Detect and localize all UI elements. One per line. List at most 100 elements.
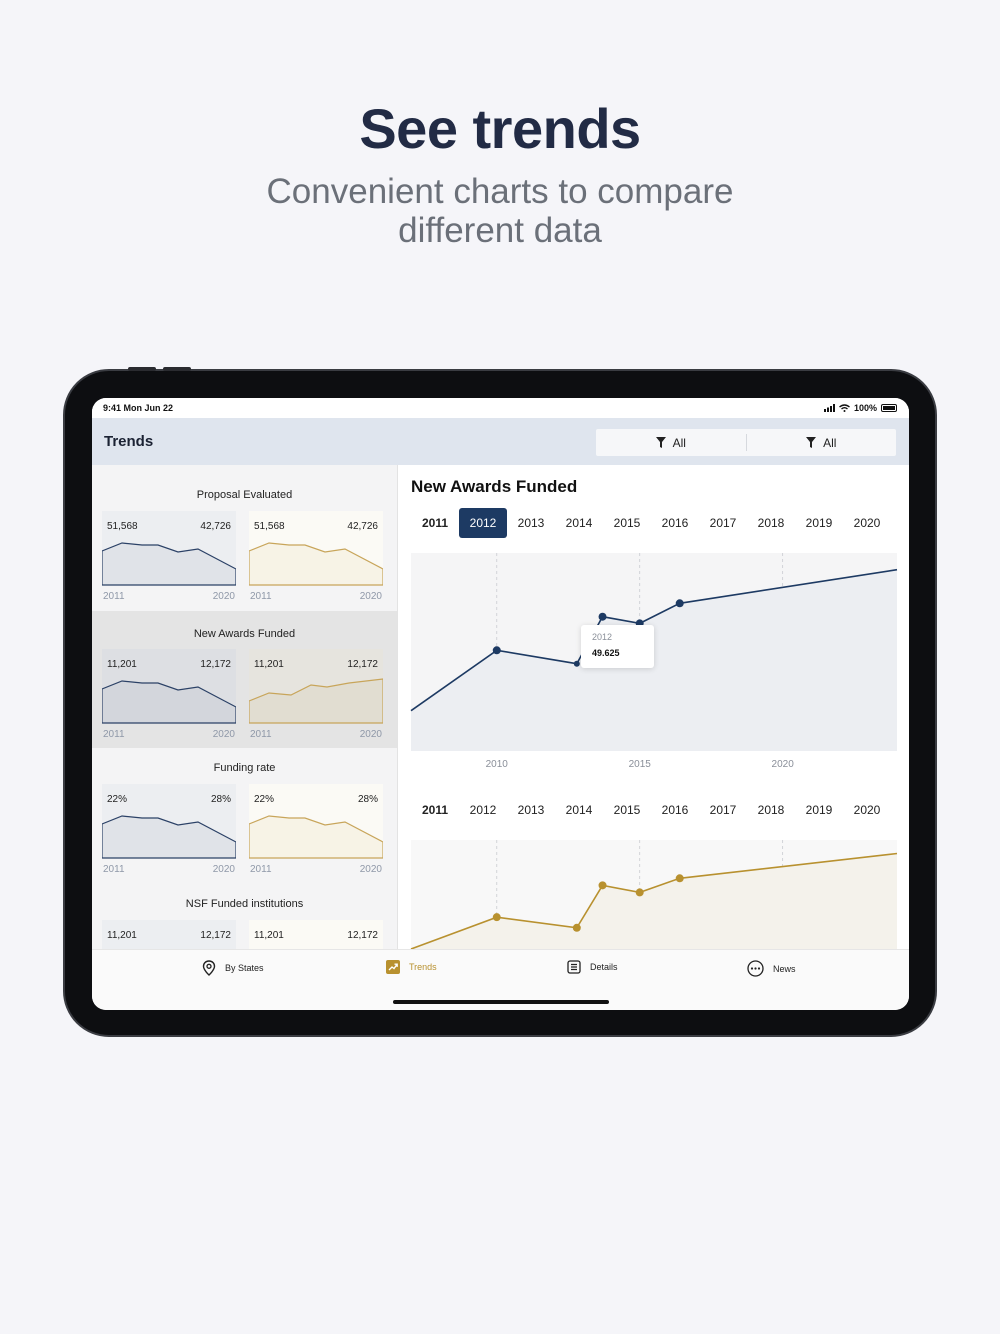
filter-button-2[interactable]: All — [747, 429, 897, 456]
year-tab-2020[interactable]: 2020 — [853, 516, 881, 530]
page-title: Trends — [104, 433, 154, 450]
year-tab-2014[interactable]: 2014 — [565, 516, 593, 530]
metric-title: Funding rate — [213, 762, 276, 774]
chart-series-line — [410, 852, 898, 950]
filter-icon — [806, 437, 817, 448]
tab-news[interactable]: News — [747, 960, 796, 977]
year-tab-2019[interactable]: 2019 — [805, 516, 833, 530]
tab-label: Details — [590, 962, 618, 972]
metric-section-funding-rate[interactable]: Funding rate 22% 28% 2011 2020 22% 28% 2… — [92, 748, 397, 885]
mini-chart-gold: 11,201 12,172 — [249, 920, 383, 949]
chart-tooltip: 2012 49.625 — [581, 625, 654, 668]
year-tab-2016[interactable]: 2016 — [661, 516, 689, 530]
mini-year-end: 2020 — [212, 591, 235, 602]
year-tab-2019[interactable]: 2019 — [805, 803, 833, 817]
year-tab-2015[interactable]: 2015 — [613, 516, 641, 530]
mini-chart-navy: 51,568 42,726 2011 2020 — [102, 511, 236, 602]
mini-end-value: 28% — [357, 794, 378, 805]
tab-trends[interactable]: Trends — [386, 960, 437, 974]
year-tab-2012[interactable]: 2012 — [459, 508, 507, 538]
filter-label: All — [672, 435, 686, 450]
chart-plot-area — [411, 553, 897, 751]
metric-section-new-awards-funded[interactable]: New Awards Funded 11,201 12,172 2011 202… — [92, 611, 397, 748]
nav-bar: Trends All All — [92, 418, 909, 465]
mini-year-end: 2020 — [359, 864, 382, 875]
mini-chart-gold: 11,201 12,172 2011 2020 — [249, 649, 383, 740]
year-tab-2011[interactable]: 2011 — [421, 516, 449, 530]
chart-point — [635, 888, 644, 897]
year-tab-2018[interactable]: 2018 — [757, 516, 785, 530]
mini-year-start: 2011 — [250, 729, 272, 740]
year-tab-2017[interactable]: 2017 — [709, 516, 737, 530]
chart-plot-area — [411, 840, 897, 949]
mini-year-start: 2011 — [103, 591, 125, 602]
x-tick-label: 2015 — [629, 759, 652, 770]
metric-section-proposal-evaluated[interactable]: Proposal Evaluated 51,568 42,726 2011 20… — [92, 465, 397, 602]
year-tab-2013[interactable]: 2013 — [517, 803, 545, 817]
tab-label: By States — [225, 963, 264, 973]
mini-end-value: 28% — [210, 794, 231, 805]
tooltip-value: 49.625 — [592, 648, 620, 658]
year-tab-2017[interactable]: 2017 — [709, 803, 737, 817]
year-tab-2011[interactable]: 2011 — [421, 803, 449, 817]
x-tick-label: 2020 — [772, 759, 795, 770]
chart-area-fill — [411, 853, 897, 949]
mini-year-end: 2020 — [212, 864, 235, 875]
tooltip-year: 2012 — [592, 632, 613, 642]
tab-by-states[interactable]: By States — [202, 960, 264, 976]
mini-end-value: 12,172 — [200, 930, 231, 941]
mini-chart-navy: 11,201 12,172 2011 2020 — [102, 649, 236, 740]
year-tab-2015[interactable]: 2015 — [613, 803, 641, 817]
chart-point — [598, 881, 607, 890]
metrics-list[interactable]: Proposal Evaluated 51,568 42,726 2011 20… — [92, 465, 397, 949]
mini-year-start: 2011 — [103, 864, 125, 875]
panel-divider — [397, 465, 398, 949]
year-tab-2018[interactable]: 2018 — [757, 803, 785, 817]
mini-year-start: 2011 — [103, 729, 125, 740]
mini-start-value: 11,201 — [254, 930, 284, 941]
filter-divider — [745, 434, 747, 451]
chart-series-line — [410, 568, 898, 712]
mini-start-value: 22% — [107, 794, 128, 805]
year-tab-2016[interactable]: 2016 — [661, 803, 689, 817]
chart-point — [675, 874, 684, 883]
year-selector-bottom: 2011 2012 2013 2014 2015 2016 2017 2018 2019 2020 — [411, 795, 901, 825]
chart-title: New Awards Funded — [411, 477, 578, 496]
mini-start-value: 22% — [254, 794, 275, 805]
metric-section-nsf-funded-institutions[interactable]: NSF Funded institutions 11,201 12,172 11… — [92, 884, 397, 949]
mini-end-value: 42,726 — [347, 521, 378, 532]
mini-chart-gold: 51,568 42,726 2011 2020 — [249, 511, 383, 602]
tab-bar: By States Trends Details News — [92, 949, 909, 1010]
year-tab-2013[interactable]: 2013 — [517, 516, 545, 530]
mini-start-value: 11,201 — [107, 930, 137, 941]
chart-point — [492, 913, 501, 922]
promo-headline: See trends — [359, 97, 641, 160]
year-selector-top: 2011 2012 2013 2014 2015 2016 2017 2018 2019 2020 — [411, 508, 901, 538]
metric-title: Proposal Evaluated — [196, 489, 293, 501]
sparkline — [249, 815, 383, 859]
mini-end-value: 12,172 — [347, 930, 378, 941]
metric-title: New Awards Funded — [193, 628, 296, 640]
year-tab-2020[interactable]: 2020 — [853, 803, 881, 817]
mini-chart-navy: 11,201 12,172 — [102, 920, 236, 949]
sparkline — [249, 542, 383, 586]
status-indicators: 100% — [823, 403, 897, 413]
mini-end-value: 12,172 — [200, 659, 231, 670]
tab-label: News — [773, 963, 796, 974]
wifi-icon — [839, 404, 850, 412]
tab-details[interactable]: Details — [567, 960, 618, 974]
year-tab-2012[interactable]: 2012 — [469, 803, 497, 817]
year-tab-2014[interactable]: 2014 — [565, 803, 593, 817]
filter-icon — [655, 437, 666, 448]
volume-button — [128, 367, 156, 371]
sparkline — [249, 678, 383, 724]
mini-start-value: 51,568 — [254, 521, 285, 532]
tab-label: Trends — [409, 962, 437, 972]
battery-icon — [881, 404, 897, 412]
volume-button — [163, 367, 191, 371]
mini-year-end: 2020 — [359, 729, 382, 740]
filter-button-1[interactable]: All — [596, 429, 746, 456]
mini-end-value: 42,726 — [200, 521, 231, 532]
chart-point — [492, 646, 501, 655]
chart-point — [572, 923, 581, 932]
